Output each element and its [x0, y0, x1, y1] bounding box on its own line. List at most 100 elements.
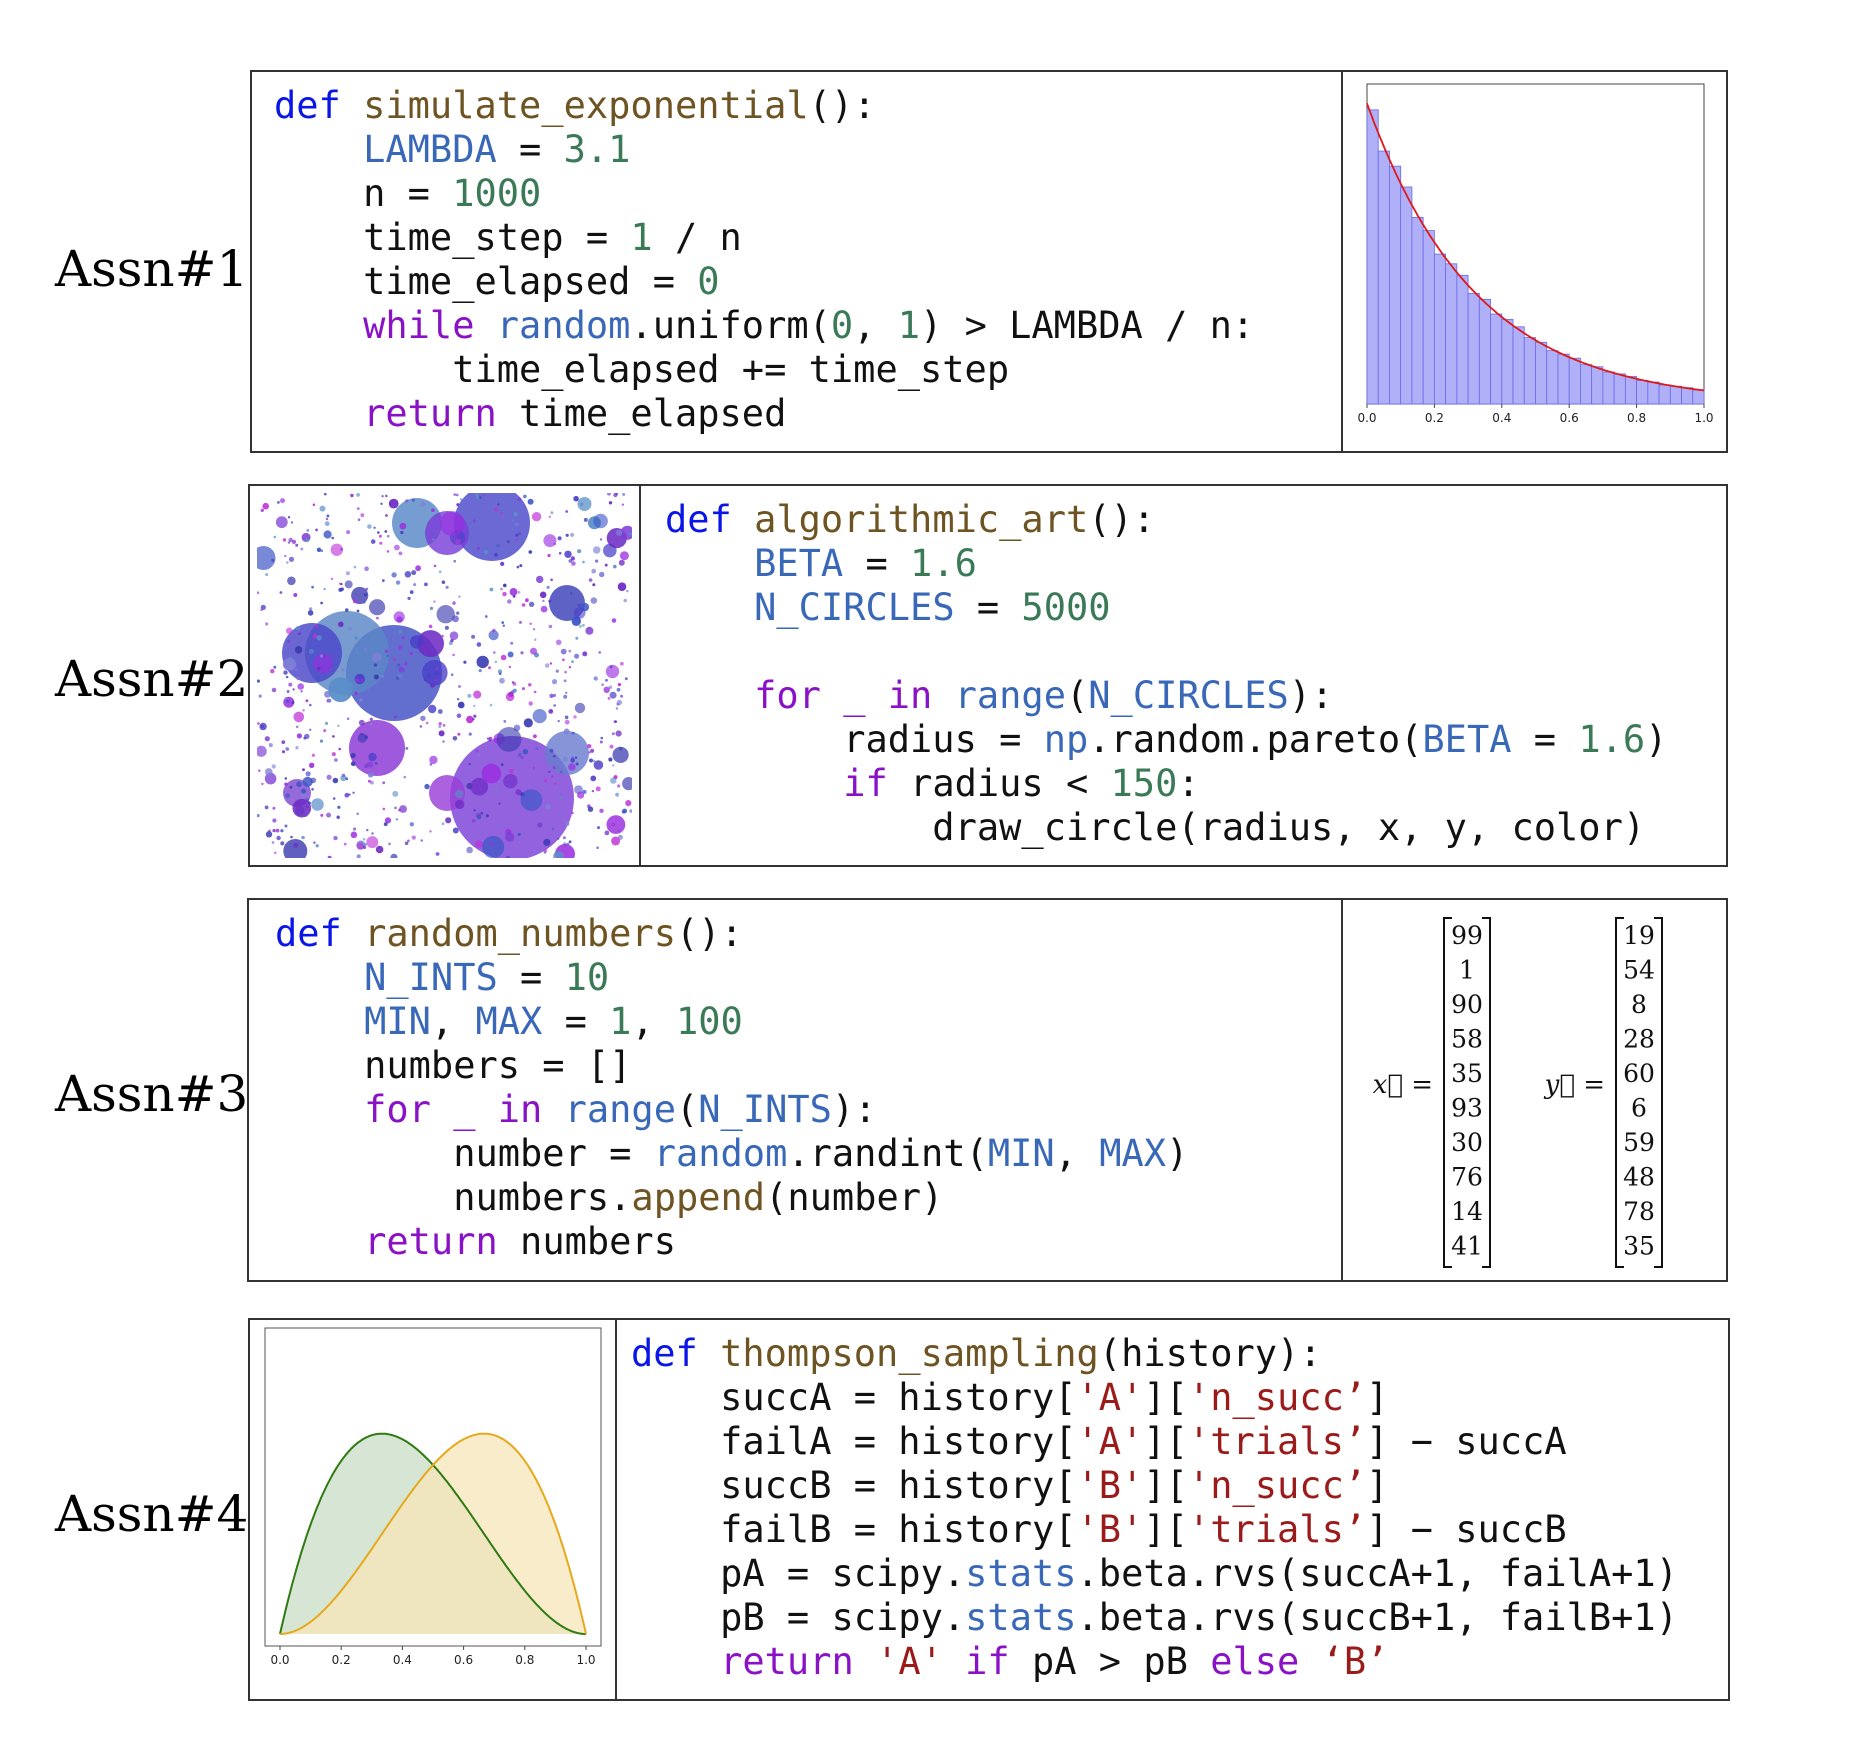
art-circle [544, 663, 550, 668]
art-circle [375, 845, 384, 854]
code-token: radius < [910, 762, 1111, 805]
art-circle [289, 785, 293, 789]
art-circle [507, 599, 512, 604]
art-circle [445, 817, 452, 824]
art-circle [553, 704, 556, 707]
art-circle [591, 789, 595, 793]
art-circle [337, 805, 341, 809]
art-circle [596, 846, 599, 849]
art-circle [518, 753, 522, 757]
art-circle [297, 683, 304, 690]
code-token: range [954, 674, 1066, 717]
art-circle [463, 660, 467, 664]
art-circle [317, 666, 321, 670]
beta-b-fill [280, 1433, 586, 1634]
art-circle [557, 719, 560, 723]
art-circle [508, 768, 514, 774]
code-token: ][ [1143, 1464, 1188, 1507]
art-circle [565, 691, 568, 694]
algorithmic-art-image [257, 493, 632, 858]
code-token: .uniform( [630, 304, 831, 347]
art-circle [505, 855, 510, 858]
art-circle [370, 539, 376, 544]
art-circle [615, 730, 622, 737]
art-circle [286, 639, 291, 643]
code-token: ): [1288, 674, 1334, 717]
art-circle [298, 632, 301, 636]
art-circle [311, 585, 314, 589]
art-circle [476, 546, 480, 551]
art-circle [505, 692, 515, 702]
art-circle [528, 601, 535, 607]
art-circle [475, 493, 479, 497]
art-circle [553, 755, 556, 758]
code-line: failA = history['A']['trials’] − succA [631, 1420, 1678, 1464]
art-circle [385, 514, 388, 517]
art-circle [555, 639, 562, 646]
art-circle [258, 769, 261, 772]
histogram-bar [1636, 379, 1649, 405]
art-circle [616, 529, 623, 536]
art-circle [272, 806, 276, 810]
art-circle [563, 728, 570, 735]
code-token [275, 956, 364, 999]
art-circle [494, 660, 497, 664]
art-circle [338, 621, 344, 628]
art-circle [501, 621, 504, 624]
art-circle [509, 588, 518, 596]
x-vector-entry: 35 [1451, 1059, 1483, 1088]
art-circle [398, 629, 403, 634]
art-circle [544, 779, 547, 783]
art-circle [386, 550, 390, 553]
art-circle [280, 829, 284, 833]
art-circle [312, 503, 316, 507]
art-circle [350, 761, 356, 766]
histogram-bar [1681, 387, 1694, 405]
art-circle [494, 507, 499, 512]
art-circle [458, 685, 461, 688]
art-circle [315, 624, 318, 628]
art-circle [282, 538, 287, 542]
art-circle [320, 813, 324, 817]
histogram-bar [1568, 357, 1581, 405]
beta-panel: 0.0 0.2 0.4 0.6 0.8 1.0 [248, 1318, 617, 1701]
histogram-bar [1523, 337, 1536, 405]
art-circle [575, 636, 579, 640]
art-circle [344, 792, 350, 798]
code-token: N_INTS [698, 1088, 832, 1131]
art-circle [617, 683, 621, 687]
code-token: ] − succB [1366, 1508, 1567, 1551]
art-circle [405, 499, 409, 503]
art-circle [311, 753, 315, 757]
art-circle [363, 648, 368, 652]
art-circle [445, 585, 449, 589]
art-circle [372, 652, 382, 663]
art-circle [265, 768, 273, 776]
art-circle [562, 756, 568, 762]
art-circle [448, 641, 453, 646]
art-circle [622, 777, 632, 791]
art-circle [366, 828, 369, 832]
art-circle [571, 660, 574, 663]
art-circle [574, 756, 578, 759]
code-token: BETA [754, 542, 844, 585]
art-circle [352, 791, 355, 794]
art-circle [528, 550, 533, 554]
art-circle [468, 762, 471, 766]
art-circle [350, 493, 354, 498]
art-circle [618, 559, 625, 566]
art-circle [503, 720, 507, 723]
art-circle [475, 495, 480, 500]
art-circle [466, 715, 474, 724]
art-circle [568, 763, 576, 771]
code-token: ( [675, 1088, 699, 1131]
code-line: MIN, MAX = 1, 100 [275, 1000, 1188, 1044]
art-circle [404, 571, 412, 578]
art-panel [248, 484, 641, 867]
art-circle [599, 571, 605, 578]
art-circle [477, 754, 480, 757]
art-circle [505, 832, 515, 842]
art-circle [257, 546, 276, 570]
art-circle [564, 715, 569, 720]
art-circle [436, 852, 440, 856]
